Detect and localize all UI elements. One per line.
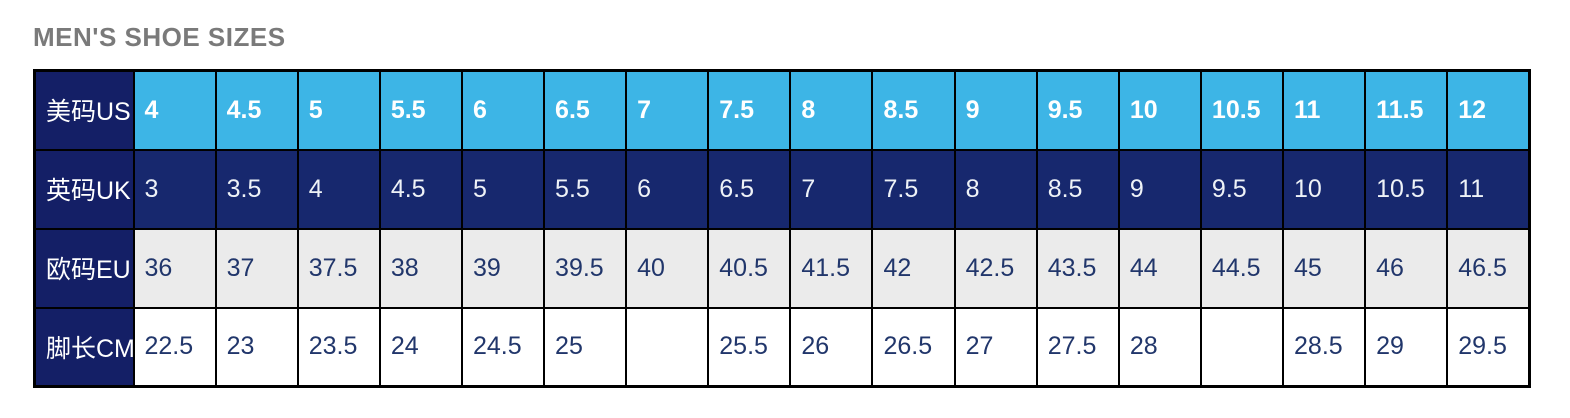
- size-cell: 38: [378, 227, 463, 309]
- size-cell: 44: [1117, 227, 1202, 309]
- size-cell: 27.5: [1035, 306, 1120, 388]
- row-label-uk: 英码UK: [33, 148, 135, 230]
- size-cell: 10: [1117, 69, 1202, 151]
- size-cell: 8.5: [871, 69, 956, 151]
- size-cell: 3.5: [214, 148, 299, 230]
- size-cell: [1199, 306, 1285, 388]
- size-cell: 22.5: [132, 306, 217, 388]
- size-cell: 8: [953, 148, 1038, 230]
- size-table-body: 美码US 4 4.5 5 5.5 6 6.5 7 7.5 8 8.5 9 9.5 10 10.5 11 11.5…: [33, 69, 1531, 388]
- size-cell: [625, 306, 710, 388]
- size-cell: 3: [132, 148, 217, 230]
- size-cell: 37.5: [296, 227, 381, 309]
- size-cell: 9: [1117, 148, 1202, 230]
- size-cell: 42: [871, 227, 956, 309]
- size-cell: 28.5: [1282, 306, 1367, 388]
- size-cell: 29: [1364, 306, 1449, 388]
- table-row-us: 美码US 4 4.5 5 5.5 6 6.5 7 7.5 8 8.5 9 9.5 10 10.5 11 11.5…: [33, 69, 1531, 151]
- size-cell: 12: [1446, 69, 1531, 151]
- size-cell: 25.5: [707, 306, 792, 388]
- size-cell: 10.5: [1199, 69, 1285, 151]
- size-cell: 9: [953, 69, 1038, 151]
- row-label-cm: 脚长CM: [33, 306, 135, 388]
- size-cell: 5.5: [378, 69, 463, 151]
- size-cell: 36: [132, 227, 217, 309]
- size-cell: 8.5: [1035, 148, 1120, 230]
- size-cell: 6: [625, 148, 710, 230]
- table-row-eu: 欧码EU 36 37 37.5 38 39 39.5 40 40.5 41.5 42 42.5 43.5…: [33, 227, 1531, 309]
- size-cell: 8: [789, 69, 874, 151]
- size-cell: 23: [214, 306, 299, 388]
- size-cell: 41.5: [789, 227, 874, 309]
- size-cell: 5: [460, 148, 546, 230]
- size-cell: 25: [543, 306, 628, 388]
- row-label-us: 美码US: [33, 69, 135, 151]
- size-cell: 46.5: [1446, 227, 1531, 309]
- size-cell: 46: [1364, 227, 1449, 309]
- size-cell: 9.5: [1035, 69, 1120, 151]
- size-cell: 10: [1282, 148, 1367, 230]
- size-cell: 6.5: [543, 69, 628, 151]
- table-row-cm: 脚长CM 22.5 23 23.5 24 24.5 25 25.5 26 26.5 27 27.5 28…: [33, 306, 1531, 388]
- size-cell: 5.5: [543, 148, 628, 230]
- size-cell: 45: [1282, 227, 1367, 309]
- row-label-eu: 欧码EU: [33, 227, 135, 309]
- size-cell: 37: [214, 227, 299, 309]
- size-cell: 43.5: [1035, 227, 1120, 309]
- size-cell: 4.5: [378, 148, 463, 230]
- size-cell: 7.5: [707, 69, 792, 151]
- size-cell: 27: [953, 306, 1038, 388]
- size-cell: 26.5: [871, 306, 956, 388]
- page-title: MEN'S SHOE SIZES: [33, 22, 286, 52]
- size-cell: 7: [625, 69, 710, 151]
- size-cell: 26: [789, 306, 874, 388]
- size-cell: 28: [1117, 306, 1202, 388]
- size-cell: 11: [1446, 148, 1531, 230]
- size-cell: 7.5: [871, 148, 956, 230]
- size-cell: 11.5: [1364, 69, 1449, 151]
- size-cell: 24.5: [460, 306, 546, 388]
- size-cell: 6: [460, 69, 546, 151]
- table-row-uk: 英码UK 3 3.5 4 4.5 5 5.5 6 6.5 7 7.5 8 8.5 9 9.5 10 10.5 11: [33, 148, 1531, 230]
- size-cell: 4: [132, 69, 217, 151]
- size-cell: 42.5: [953, 227, 1038, 309]
- size-cell: 4: [296, 148, 381, 230]
- size-cell: 6.5: [707, 148, 792, 230]
- size-cell: 4.5: [214, 69, 299, 151]
- size-cell: 40.5: [707, 227, 792, 309]
- size-table: 美码US 4 4.5 5 5.5 6 6.5 7 7.5 8 8.5 9 9.5 10 10.5 11 11.5…: [33, 69, 1531, 388]
- size-cell: 40: [625, 227, 710, 309]
- size-cell: 9.5: [1199, 148, 1285, 230]
- size-cell: 24: [378, 306, 463, 388]
- size-cell: 29.5: [1446, 306, 1531, 388]
- size-cell: 10.5: [1364, 148, 1449, 230]
- size-cell: 39.5: [543, 227, 628, 309]
- size-cell: 5: [296, 69, 381, 151]
- size-cell: 44.5: [1199, 227, 1285, 309]
- size-cell: 7: [789, 148, 874, 230]
- size-cell: 23.5: [296, 306, 381, 388]
- size-cell: 11: [1282, 69, 1367, 151]
- size-cell: 39: [460, 227, 546, 309]
